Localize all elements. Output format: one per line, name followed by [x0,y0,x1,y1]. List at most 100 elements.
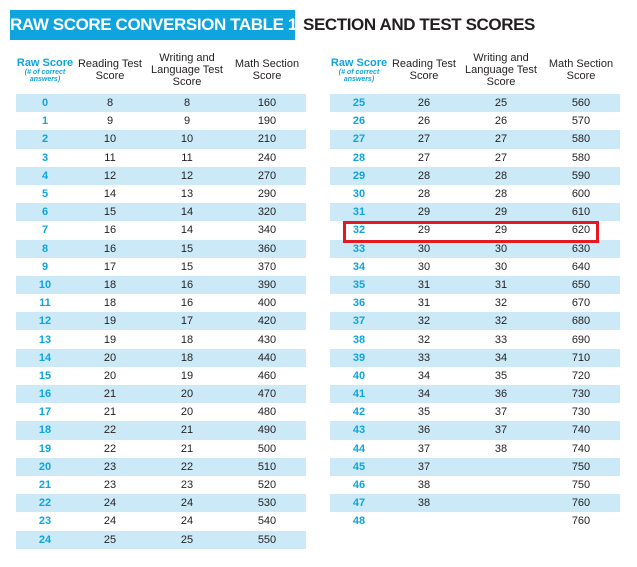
table-header: Raw Score (# of correct answers) Reading… [330,46,620,94]
table-row: 19 22 21 500 [16,440,306,458]
cell-raw-score: 34 [352,260,366,273]
cell-writing: 11 [181,151,193,164]
table-row: 45 37 750 [330,457,620,476]
cell-raw-score: 45 [352,460,366,473]
score-table-left: Raw Score (# of correct answers) Reading… [16,46,306,549]
cell-writing: 21 [180,424,194,437]
cell-writing: 15 [180,260,194,273]
cell-math: 730 [571,406,591,419]
cell-writing: 14 [180,206,194,219]
cell-math: 680 [571,315,591,328]
cell-reading: 21 [103,388,117,401]
cell-reading: 11 [104,151,116,164]
table-row: 35 31 31 650 [330,275,620,295]
cell-raw-score: 44 [352,442,366,455]
cell-writing: 18 [180,333,194,346]
cell-math: 420 [257,315,277,328]
cell-math: 600 [571,188,591,201]
cell-raw-score: 11 [39,297,51,310]
cell-raw-score: 43 [352,424,366,437]
cell-math: 740 [571,442,591,455]
cell-math: 210 [257,133,277,146]
cell-raw-score: 18 [38,424,52,437]
cell-reading: 29 [417,224,431,237]
table-row: 15 20 19 460 [16,367,306,385]
cell-writing: 20 [180,406,194,419]
cell-writing: 9 [183,115,191,128]
cell-reading: 38 [417,497,431,510]
table-row: 37 32 32 680 [330,312,620,331]
cell-writing: 30 [494,242,508,255]
cell-reading: 23 [103,479,117,492]
cell-math: 490 [257,424,277,437]
cell-writing: 26 [494,115,508,128]
table-row: 8 16 15 360 [16,239,306,258]
score-table-right: Raw Score (# of correct answers) Reading… [330,46,620,531]
cell-reading: 37 [417,442,431,455]
cell-math: 760 [571,497,591,510]
cell-raw-score: 42 [352,406,366,419]
cell-reading: 14 [103,188,117,201]
cell-math: 580 [571,133,591,146]
cell-writing: 22 [180,460,194,473]
table-row: 5 14 13 290 [16,185,306,203]
table-row: 18 22 21 490 [16,421,306,440]
cell-reading: 24 [103,497,117,510]
cell-writing: 32 [494,297,508,310]
table-row: 2 10 10 210 [16,130,306,149]
cell-math: 430 [257,333,277,346]
cell-raw-score: 41 [352,388,366,401]
cell-writing: 27 [494,151,508,164]
table-row: 30 28 28 600 [330,185,620,203]
table-row: 36 31 32 670 [330,294,620,312]
cell-math: 620 [571,224,591,237]
cell-writing: 29 [494,224,508,237]
cell-raw-score: 38 [352,333,366,346]
cell-raw-score: 13 [38,333,52,346]
cell-writing: 25 [180,533,194,546]
cell-raw-score: 21 [38,479,52,492]
cell-raw-score: 8 [41,242,49,255]
cell-writing: 27 [494,133,508,146]
cell-math: 160 [257,97,277,110]
cell-writing: 28 [494,188,508,201]
cell-reading: 16 [103,224,117,237]
cell-math: 650 [571,278,591,291]
table-row: 16 21 20 470 [16,385,306,404]
cell-reading: 26 [417,115,431,128]
table-row: 12 19 17 420 [16,312,306,331]
cell-writing: 16 [180,297,194,310]
cell-raw-score: 1 [41,115,49,128]
header-raw-label: Raw Score [330,57,388,69]
cell-reading: 26 [417,97,431,110]
cell-reading: 22 [103,424,117,437]
cell-math: 580 [571,151,591,164]
cell-raw-score: 39 [352,351,366,364]
table-subtitle: SECTION AND TEST SCORES [303,15,535,34]
cell-raw-score: 9 [41,260,49,273]
cell-raw-score: 24 [38,533,52,546]
cell-reading: 31 [417,297,431,310]
cell-writing: 30 [494,260,508,273]
table-row: 42 35 37 730 [330,403,620,421]
cell-raw-score: 25 [352,97,366,110]
cell-math: 740 [571,424,591,437]
table-row: 28 27 27 580 [330,149,620,167]
cell-raw-score: 20 [38,460,52,473]
cell-reading: 29 [417,206,431,219]
table-row: 7 16 14 340 [16,221,306,239]
table-row: 41 34 36 730 [330,385,620,404]
table-row: 10 18 16 390 [16,275,306,295]
cell-math: 750 [571,460,591,473]
cell-reading: 28 [417,188,431,201]
cell-raw-score: 4 [41,169,49,182]
cell-math: 550 [257,533,277,546]
table-row: 31 29 29 610 [330,203,620,222]
cell-writing: 15 [180,242,194,255]
cell-math: 670 [571,297,591,310]
cell-reading: 18 [103,297,117,310]
cell-math: 400 [257,297,277,310]
cell-reading: 22 [103,442,117,455]
cell-reading: 32 [417,333,431,346]
